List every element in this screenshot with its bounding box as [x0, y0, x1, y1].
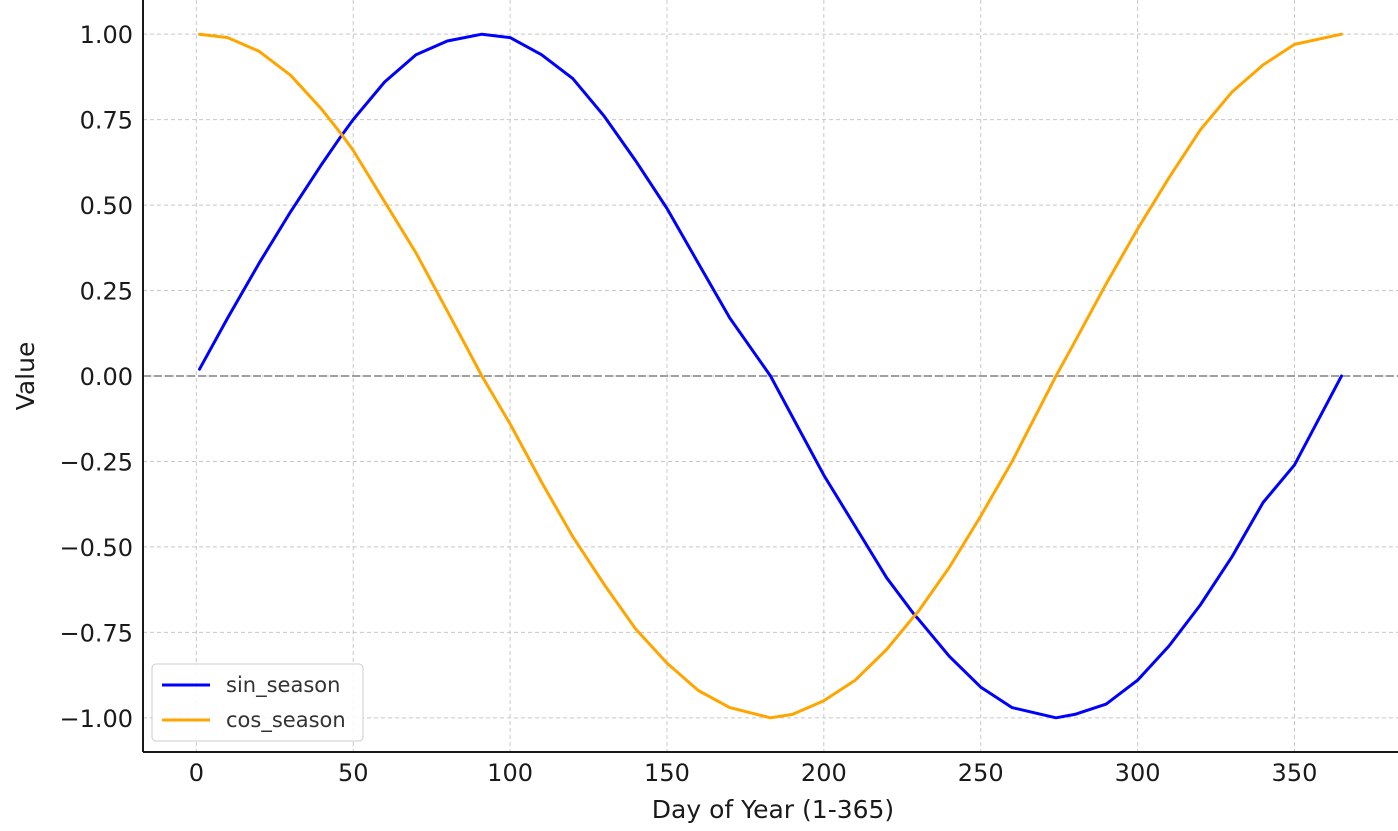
- y-axis-title: Value: [11, 342, 40, 411]
- legend-label-cos-season: cos_season: [226, 708, 346, 733]
- y-tick-label: 1.00: [80, 21, 133, 49]
- series-line-cos-season: [198, 32, 1343, 720]
- y-tick-label: 0.00: [80, 363, 133, 391]
- axes: [142, 0, 1398, 753]
- x-tick-label: 350: [1272, 759, 1318, 787]
- y-tick-label: 0.50: [80, 192, 133, 220]
- x-tick-label: 150: [644, 759, 690, 787]
- y-tick-label: −0.50: [59, 534, 133, 562]
- series-line-sin-season: [198, 32, 1343, 720]
- legend-label-sin-season: sin_season: [226, 673, 340, 698]
- y-tick-label: 0.75: [80, 107, 133, 135]
- x-axis-title: Day of Year (1-365): [652, 795, 894, 824]
- x-tick-label: 0: [189, 759, 204, 787]
- y-tick-label: −0.25: [59, 448, 133, 476]
- y-tick-label: −0.75: [59, 619, 133, 647]
- legend-box: [151, 663, 364, 742]
- series-lines: [198, 32, 1343, 720]
- y-tick-labels: 1.00 0.75 0.50 0.25 0.00 −0.25 −0.50 −0.75 −1.00: [59, 21, 133, 733]
- x-tick-label: 50: [338, 759, 369, 787]
- x-tick-label: 300: [1115, 759, 1161, 787]
- x-tick-label: 250: [958, 759, 1004, 787]
- y-tick-label: 0.25: [80, 278, 133, 306]
- x-tick-labels: 0 50 100 150 200 250 300 350: [189, 759, 1318, 787]
- x-tick-label: 200: [801, 759, 847, 787]
- x-tick-label: 100: [487, 759, 533, 787]
- legend: sin_season cos_season: [151, 663, 364, 742]
- y-tick-label: −1.00: [59, 705, 133, 733]
